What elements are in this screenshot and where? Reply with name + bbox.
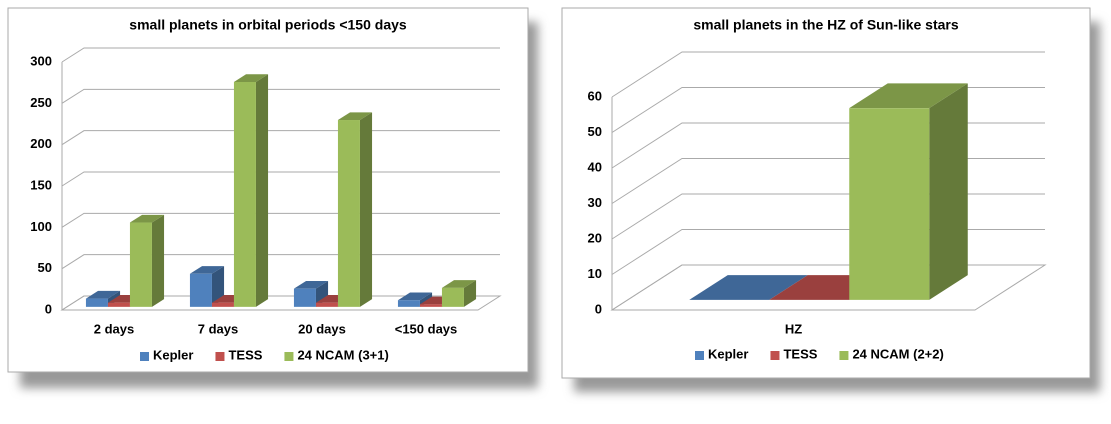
y-tick-label: 20: [588, 230, 602, 245]
legend-label: Kepler: [708, 346, 748, 361]
y-tick-label: 250: [30, 95, 52, 110]
legend-swatch: [695, 351, 704, 360]
bar: [337, 120, 360, 307]
bar-top: [849, 83, 968, 109]
panel: [561, 7, 1091, 379]
bar-top: [337, 112, 373, 121]
bar: [107, 302, 130, 307]
grid-line: [611, 51, 1045, 98]
bar: [129, 222, 152, 307]
chart-title: small planets in the HZ of Sun-like star…: [693, 17, 958, 33]
y-tick-label: 50: [38, 260, 52, 275]
y-tick-label: 0: [595, 301, 602, 316]
y-tick-label: 200: [30, 136, 52, 151]
y-tick-label: 100: [30, 219, 52, 234]
bar-top: [689, 275, 808, 300]
legend-label: 24 NCAM (2+2): [852, 346, 943, 361]
bar-side: [463, 280, 477, 307]
y-tick-label: 10: [588, 266, 602, 281]
bar-top: [233, 74, 269, 82]
legend-swatch: [215, 352, 225, 361]
bar: [211, 302, 234, 307]
y-tick-label: 300: [30, 53, 52, 68]
bar: [189, 273, 212, 307]
bar-top: [189, 266, 225, 274]
legend-swatch: [284, 352, 294, 361]
x-tick-label: 7 days: [198, 321, 238, 336]
y-tick-label: 30: [588, 195, 602, 210]
bar-side: [151, 214, 165, 307]
bar-top: [85, 290, 121, 299]
bar-side: [929, 83, 968, 300]
legend-label: 24 NCAM (3+1): [297, 347, 388, 362]
y-tick-label: 0: [45, 301, 52, 316]
x-tick-label: HZ: [785, 321, 802, 336]
bar: [397, 300, 420, 307]
bar-side: [255, 74, 269, 307]
grid-line: [61, 47, 500, 63]
legend-label: TESS: [783, 346, 817, 361]
legend-swatch: [770, 351, 780, 360]
bar-top: [129, 214, 165, 223]
y-tick-label: 50: [588, 124, 602, 139]
bar: [85, 298, 108, 307]
bar: [233, 81, 256, 307]
y-tick-label: 40: [588, 159, 602, 174]
bar-top: [441, 280, 477, 288]
legend-label: TESS: [228, 347, 262, 362]
bar-top: [397, 292, 433, 301]
chart-title: small planets in orbital periods <150 da…: [129, 17, 407, 33]
y-tick-label: 60: [588, 88, 602, 103]
bar-top: [293, 280, 329, 289]
bar: [419, 304, 442, 307]
legend-swatch: [140, 352, 149, 361]
bar-side: [359, 112, 373, 307]
bar: [849, 108, 930, 300]
legend-label: Kepler: [153, 347, 193, 362]
legend-swatch: [839, 351, 849, 360]
x-tick-label: 2 days: [94, 321, 134, 336]
x-tick-label: <150 days: [395, 321, 458, 336]
bar-side: [211, 266, 225, 307]
x-tick-label: 20 days: [298, 321, 346, 336]
bar: [293, 288, 316, 307]
y-tick-label: 150: [30, 177, 52, 192]
bar: [315, 302, 338, 307]
grid-line: [61, 88, 500, 104]
bar: [441, 287, 464, 307]
